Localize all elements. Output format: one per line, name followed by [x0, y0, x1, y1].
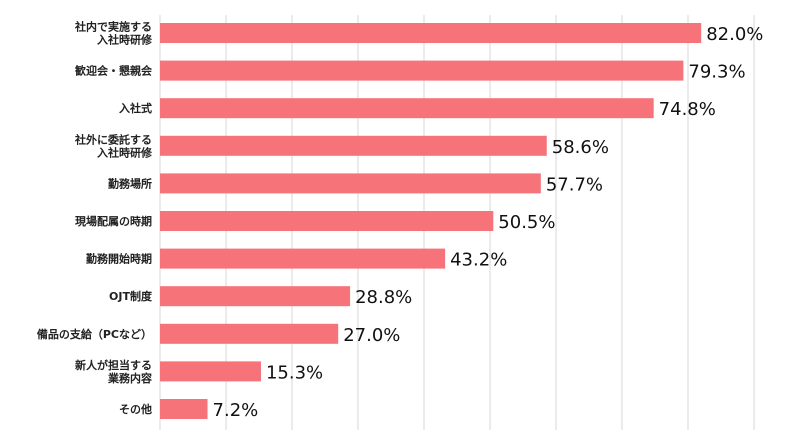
category-label: 勤務場所: [108, 176, 152, 190]
category-label: 勤務開始時期: [86, 252, 152, 266]
category-label: 現場配属の時期: [75, 214, 152, 228]
bar: [160, 323, 339, 344]
bar: [160, 211, 494, 231]
value-labels: 82.0% 79.3% 74.8% 58.6% 57.7% 50.5% 43.2% 28.8%…: [213, 24, 764, 421]
category-label: 入社式: [119, 101, 152, 115]
bar: [160, 248, 446, 269]
category-label: 歓迎会・懇親会: [75, 64, 153, 78]
value-label: 15.3%: [266, 362, 323, 383]
category-label: 社内で実施する入社時研修: [74, 20, 153, 47]
value-label: 50.5%: [498, 212, 555, 233]
bar: [160, 98, 654, 119]
bar: [160, 23, 702, 43]
value-label: 7.2%: [213, 400, 259, 421]
bar: [160, 135, 547, 156]
value-label: 28.8%: [355, 287, 412, 308]
value-label: 43.2%: [450, 250, 507, 271]
category-label: OJT制度: [109, 289, 153, 303]
value-label: 57.7%: [546, 174, 603, 195]
bar: [160, 173, 541, 194]
category-label: その他: [119, 402, 152, 416]
bars: [160, 23, 702, 419]
bar: [160, 286, 351, 307]
category-label: 備品の支給（PCなど）: [37, 327, 152, 341]
value-label: 58.6%: [552, 137, 609, 158]
bar: [160, 361, 261, 382]
category-labels: 社内で実施する入社時研修歓迎会・懇親会入社式社外に委託する入社時研修勤務場所現場…: [37, 20, 153, 417]
value-label: 27.0%: [343, 325, 400, 346]
bar: [160, 399, 208, 419]
value-label: 82.0%: [706, 24, 763, 45]
value-label: 74.8%: [659, 99, 716, 120]
category-label: 社外に委託する入社時研修: [74, 132, 153, 159]
value-label: 79.3%: [688, 62, 745, 83]
category-label: 新人が担当する業務内容: [75, 358, 152, 385]
bar: [160, 60, 684, 81]
